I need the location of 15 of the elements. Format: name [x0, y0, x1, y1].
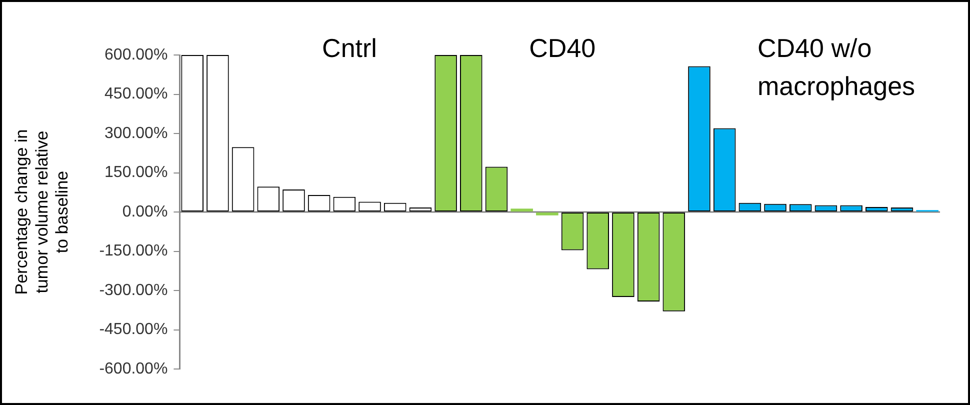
- bar: [510, 208, 533, 212]
- y-tick-label: -150.00%: [99, 242, 168, 260]
- y-axis-title: Percentage change in tumor volume relative to baseline: [12, 129, 72, 295]
- annotation: CD40 w/o macrophages: [758, 33, 916, 101]
- y-tick-label: 300.00%: [104, 124, 168, 142]
- y-tick-label: 600.00%: [104, 46, 168, 64]
- y-tick-label: 450.00%: [104, 86, 168, 103]
- annotation: Cntrl: [322, 33, 377, 63]
- y-tick-label: -600.00%: [99, 360, 168, 378]
- annotation: CD40: [529, 33, 596, 63]
- y-tick-label: -300.00%: [99, 282, 168, 299]
- y-tick-label: -450.00%: [99, 321, 168, 338]
- bar: [536, 212, 558, 216]
- y-tick-label: 150.00%: [104, 164, 168, 182]
- y-tick-label: 0.00%: [122, 203, 168, 220]
